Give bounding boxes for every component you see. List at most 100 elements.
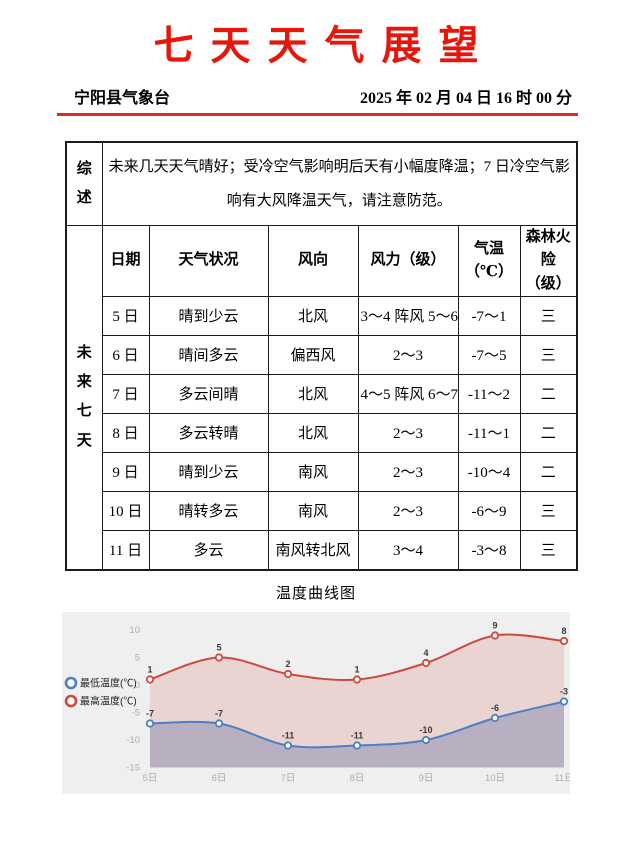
cell-fire-risk: 二 — [519, 373, 578, 414]
data-point — [214, 719, 224, 728]
cell-wind-force: 2～3 — [357, 451, 459, 492]
cell-weather: 多云转晴 — [148, 412, 269, 453]
summary-label-cell: 综述 — [65, 141, 103, 226]
table-row: 10 日 晴转多云 南风 2～3 -6～9 三 — [66, 490, 578, 531]
station-name: 宁阳县气象台 — [74, 90, 171, 107]
cell-weather: 晴到少云 — [148, 451, 269, 492]
data-label: 9 — [492, 620, 497, 630]
cell-temperature: -6～9 — [457, 490, 521, 531]
data-point — [283, 669, 293, 678]
cell-date: 8 日 — [101, 412, 150, 453]
cell-weather: 晴间多云 — [148, 334, 269, 375]
cell-weather: 多云 — [148, 529, 269, 571]
data-label: 4 — [423, 648, 428, 658]
data-point — [214, 653, 224, 662]
y-axis-ticks: 10 5 0 -5 -10 -15 — [126, 625, 140, 774]
forecast-label-cell: 未来七天 — [65, 224, 103, 571]
cell-wind-force: 3～4 — [357, 529, 459, 571]
chart-caption: 温度曲线图 — [275, 585, 356, 602]
cell-weather: 晴转多云 — [148, 490, 269, 531]
y-tick-label: -15 — [126, 762, 140, 773]
cell-date: 6 日 — [101, 334, 150, 375]
x-tick-label: 6日 — [212, 773, 227, 784]
data-point — [283, 741, 293, 750]
data-point — [559, 636, 569, 645]
cell-date: 7 日 — [101, 373, 150, 414]
chart-series: -7 -7 -11 -11 -10 -6 -3 — [145, 686, 569, 750]
data-label: -7 — [215, 708, 223, 718]
y-tick-label: 5 — [135, 652, 140, 663]
col-header-weather: 天气状况 — [148, 225, 269, 297]
data-point — [145, 675, 155, 684]
col-header-fire-risk: 森林火 险（级） — [519, 225, 578, 297]
chart-legend: 最低温度(℃) 最高温度(℃) — [64, 676, 137, 707]
table-row: 6 日 晴间多云 偏西风 2～3 -7～5 三 — [66, 334, 578, 375]
cell-wind-force: 2～3 — [357, 490, 459, 531]
data-point — [559, 697, 569, 706]
cell-date: 11 日 — [101, 529, 150, 571]
cell-temperature: -11～1 — [457, 412, 521, 453]
cell-temperature: -10～4 — [457, 451, 521, 492]
data-label: -11 — [351, 730, 364, 740]
summary-label: 综述 — [76, 160, 94, 206]
cell-wind-direction: 南风 — [267, 490, 359, 531]
y-tick-label: -5 — [132, 707, 140, 718]
data-label: 1 — [354, 664, 359, 674]
data-label: 5 — [216, 642, 221, 652]
col-header-wind-direction: 风向 — [267, 225, 359, 297]
cell-wind-force: 2～3 — [357, 334, 459, 375]
cell-fire-risk: 三 — [519, 295, 578, 336]
cell-wind-force: 2～3 — [357, 412, 459, 453]
data-point — [352, 675, 362, 684]
cell-wind-direction: 北风 — [267, 295, 359, 336]
cell-fire-risk: 二 — [519, 451, 578, 492]
cell-wind-force: 3～4 阵风 5～6 — [357, 295, 459, 336]
table-row: 7 日 多云间晴 北风 4～5 阵风 6～7 -11～2 二 — [66, 373, 578, 414]
cell-date: 9 日 — [101, 451, 150, 492]
col-header-wind-force: 风力（级） — [357, 225, 459, 297]
data-point — [145, 719, 155, 728]
cell-fire-risk: 三 — [519, 334, 578, 375]
legend-marker-icon — [64, 676, 78, 690]
cell-temperature: -7～1 — [457, 295, 521, 336]
series-area — [150, 701, 564, 768]
x-tick-label: 11日 — [554, 773, 570, 784]
data-point — [490, 631, 500, 640]
forecast-table: 综述 未来几天天气晴好；受冷空气影响明后天有小幅度降温；7 日冷空气影响有大风降… — [65, 141, 579, 571]
data-point — [490, 713, 500, 722]
cell-temperature: -7～5 — [457, 334, 521, 375]
table-row: 9 日 晴到少云 南风 2～3 -10～4 二 — [66, 451, 578, 492]
meta-row: 宁阳县气象台 2025 年 02 月 04 日 16 时 00 分 — [74, 84, 572, 108]
temperature-chart: 10 5 0 -5 -10 -15 5日 6日 7日 8日 9日 10日 11日 1 5 2 1 4 9 8 -7 -7-… — [62, 611, 570, 794]
x-tick-label: 5日 — [143, 773, 158, 784]
data-label: 1 — [147, 664, 152, 674]
data-label: -10 — [419, 725, 432, 735]
x-tick-label: 8日 — [350, 773, 365, 784]
cell-wind-force: 4～5 阵风 6～7 — [357, 373, 459, 414]
summary-text: 未来几天天气晴好；受冷空气影响明后天有小幅度降温；7 日冷空气影响有大风降温天气… — [101, 141, 578, 226]
col-header-temperature: 气温 （℃） — [457, 225, 521, 297]
cell-weather: 多云间晴 — [148, 373, 269, 414]
data-point — [421, 658, 431, 667]
x-axis-ticks: 5日 6日 7日 8日 9日 10日 11日 — [143, 773, 570, 784]
data-point — [421, 735, 431, 744]
cell-wind-direction: 偏西风 — [267, 334, 359, 375]
cell-wind-direction: 南风转北风 — [267, 529, 359, 571]
table-row: 5 日 晴到少云 北风 3～4 阵风 5～6 -7～1 三 — [66, 295, 578, 336]
cell-fire-risk: 二 — [519, 412, 578, 453]
red-divider — [57, 113, 578, 116]
data-label: 2 — [285, 659, 290, 669]
cell-weather: 晴到少云 — [148, 295, 269, 336]
x-tick-label: 7日 — [281, 773, 296, 784]
table-row: 11 日 多云 南风转北风 3～4 -3～8 三 — [66, 529, 578, 571]
data-label: -11 — [282, 730, 295, 740]
data-point — [352, 741, 362, 750]
cell-wind-direction: 南风 — [267, 451, 359, 492]
y-tick-label: -10 — [126, 735, 140, 746]
data-label: -6 — [491, 703, 499, 713]
forecast-label: 未来七天 — [76, 344, 94, 449]
summary-row: 综述 未来几天天气晴好；受冷空气影响明后天有小幅度降温；7 日冷空气影响有大风降… — [65, 141, 578, 226]
x-tick-label: 10日 — [485, 773, 505, 784]
y-tick-label: 10 — [129, 625, 140, 636]
